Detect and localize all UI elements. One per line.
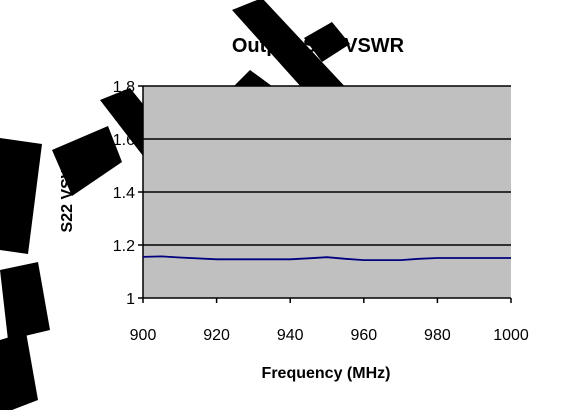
y-tick-label: 1.4 <box>113 185 135 202</box>
y-axis-title: S22 VSWR <box>59 151 76 232</box>
chart-title: Output S22 VSWR <box>232 35 405 57</box>
gridlines <box>143 85 511 246</box>
watermark-stroke <box>232 0 350 108</box>
y-tick-label: 1.2 <box>113 238 135 255</box>
watermark-stroke <box>0 332 38 410</box>
watermark-stroke <box>0 262 50 340</box>
tick-labels: 1 1.2 1.4 1.6 1.8 900 920 940 960 980 1000 <box>113 79 529 344</box>
series <box>142 255 511 262</box>
x-tick-label: 920 <box>203 327 230 344</box>
x-axis-title: Frequency (MHz) <box>262 365 391 382</box>
x-tick-label: 960 <box>350 327 377 344</box>
watermark-stroke <box>52 126 122 196</box>
axes <box>138 85 512 303</box>
x-tick-label: 980 <box>424 327 451 344</box>
series-line <box>142 255 511 262</box>
x-tick-label: 900 <box>130 327 157 344</box>
y-tick-label: 1.6 <box>113 132 135 149</box>
x-tick-label: 940 <box>277 327 304 344</box>
x-tick-label: 1000 <box>493 327 529 344</box>
watermark-stroke <box>0 138 42 254</box>
y-tick-label: 1 <box>126 291 135 308</box>
watermark-stroke <box>304 22 350 62</box>
y-tick-label: 1.8 <box>113 79 135 96</box>
